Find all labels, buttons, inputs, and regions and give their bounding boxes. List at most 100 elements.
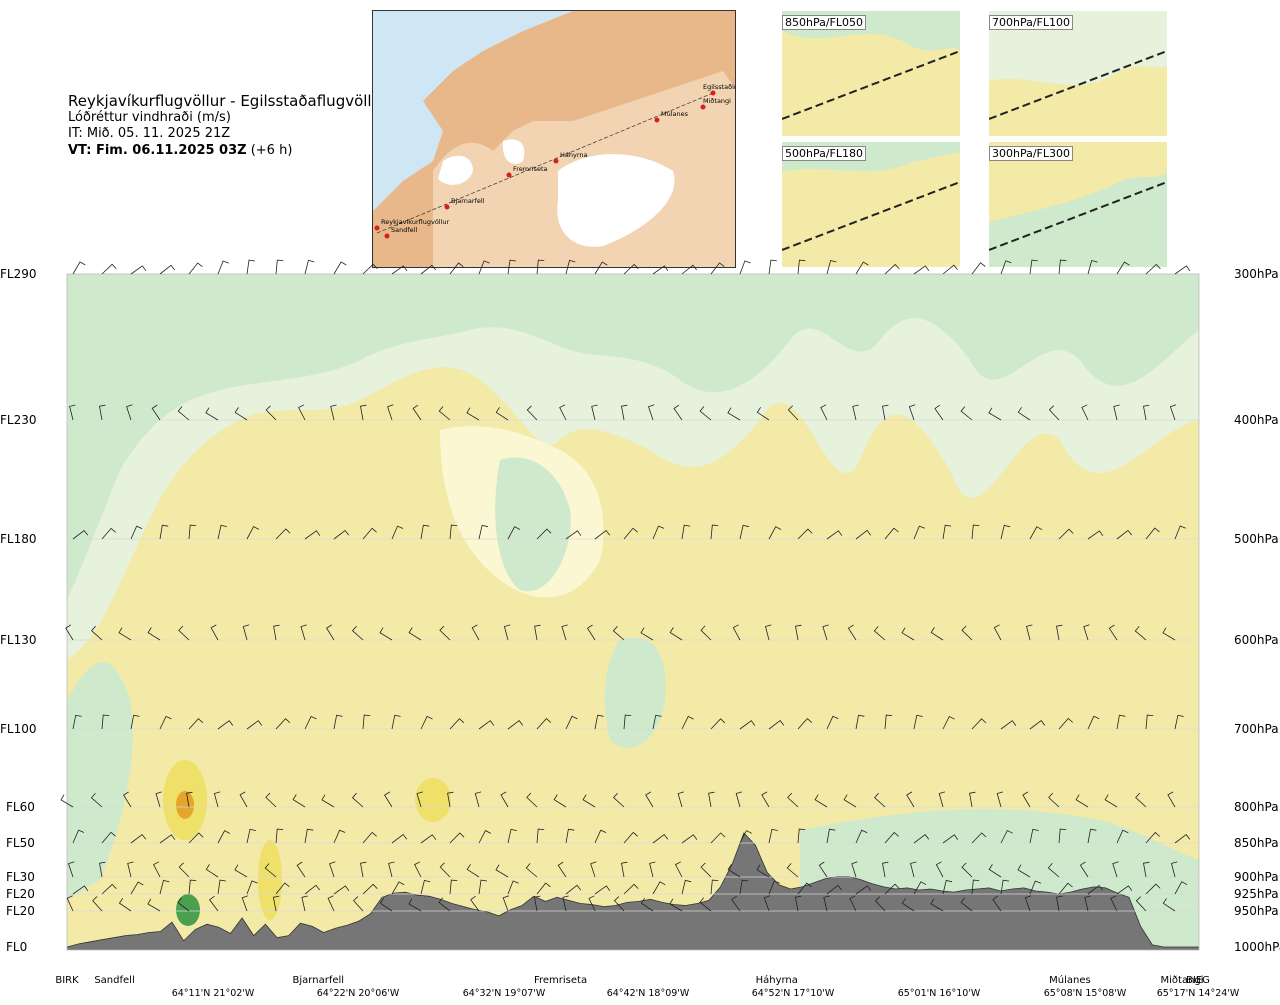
wind-barb [409,899,421,911]
wind-barb [1030,881,1041,894]
wind-barb [92,793,103,807]
wind-barb [769,829,778,843]
wind-barb [989,408,1001,420]
plot-frame [67,274,1199,950]
wind-barb [475,792,481,807]
wind-barb [700,898,711,911]
field-light-halo [440,426,604,597]
wind-barb [1146,833,1160,844]
wind-barb [885,715,892,729]
wind-barb [299,405,305,420]
wind-barb [235,407,247,420]
wind-barb [363,715,370,729]
wind-barb [1030,721,1045,729]
wind-barb [769,721,784,729]
wind-barb [624,715,631,729]
wind-barb [179,626,189,640]
wind-barb [189,833,203,843]
station-label: Fremriseta [534,975,587,986]
wind-barb [885,528,899,539]
station-label: Sandfell [94,975,134,986]
wind-barb [131,526,142,539]
wind-barb [247,527,259,539]
wind-barb [328,896,334,911]
wind-barb [92,626,102,640]
wind-barb [353,626,364,640]
pressure-label: 800hPa [1234,800,1279,814]
wind-barb [943,835,958,843]
wind-barb [1113,862,1119,877]
wind-barb [823,625,829,640]
wind-barb [293,795,305,808]
wind-barb [914,715,923,729]
wind-barb [496,407,508,420]
wind-barb [189,719,203,729]
flight-level-label: FL180 [0,532,60,546]
wind-barb [815,795,827,807]
wind-barb [1030,527,1042,539]
wind-barb [733,625,740,640]
wind-barb [178,406,189,420]
wind-barb [409,628,421,641]
wind-barb [883,862,889,877]
wind-barb [206,408,218,420]
wind-barb [931,899,943,911]
wind-barb [450,880,457,894]
wind-barb [1025,896,1031,911]
field-dark-green-cell [176,894,200,926]
wind-barb [827,885,842,894]
wind-barb [354,897,363,911]
wind-barb [73,886,88,894]
wind-barb [641,628,653,640]
wind-barb [757,865,769,877]
wind-barb [798,883,812,894]
wind-barb [885,884,899,894]
wind-barb [363,884,377,894]
wind-barb [740,831,752,843]
wind-barb [1018,865,1030,877]
wind-barb [653,526,664,539]
wind-barb [160,880,169,894]
wind-barb [856,886,871,894]
wind-barb [421,835,436,843]
wind-barb [154,862,160,877]
field-green-blob-2 [605,638,666,748]
wind-barb [827,829,835,843]
wind-barb [856,715,864,729]
wind-barb [467,864,479,877]
wind-barb [819,862,827,877]
wind-barb [160,265,175,274]
wind-barb [972,525,979,539]
mini-map-300: 300hPa/FL300 [989,142,1167,267]
wind-barb [218,721,233,729]
wind-barb [1088,829,1096,843]
wind-barb [914,266,929,274]
flight-level-label: FL20 [6,904,66,918]
wind-barb [1059,883,1073,894]
wind-barb [615,897,625,911]
wind-barb [1018,407,1030,420]
wind-barb [646,792,653,807]
wind-barb [156,792,162,807]
map-station-label: Bjarnarfell [451,197,485,205]
wind-barb [563,896,569,911]
wind-barb [798,719,812,729]
wind-barb [242,896,248,911]
wind-barb [1135,626,1146,640]
wind-barb [479,831,491,843]
field-green-lower-left [67,662,133,900]
wind-barb [276,883,289,894]
wind-barb [788,406,798,420]
wind-barb [327,625,334,640]
wind-barb [508,829,517,843]
wind-barb [972,833,986,843]
issue-time: IT: Mið. 05. 11. 2025 21Z [68,126,387,143]
wind-barb [613,626,624,640]
wind-barb [450,719,464,729]
wind-barb [392,526,403,539]
wind-barb [1144,405,1150,420]
flight-level-label: FL0 [6,940,66,954]
wind-barb [701,863,711,877]
wind-barb [653,882,665,894]
field-yellow-cell-3 [258,840,282,920]
